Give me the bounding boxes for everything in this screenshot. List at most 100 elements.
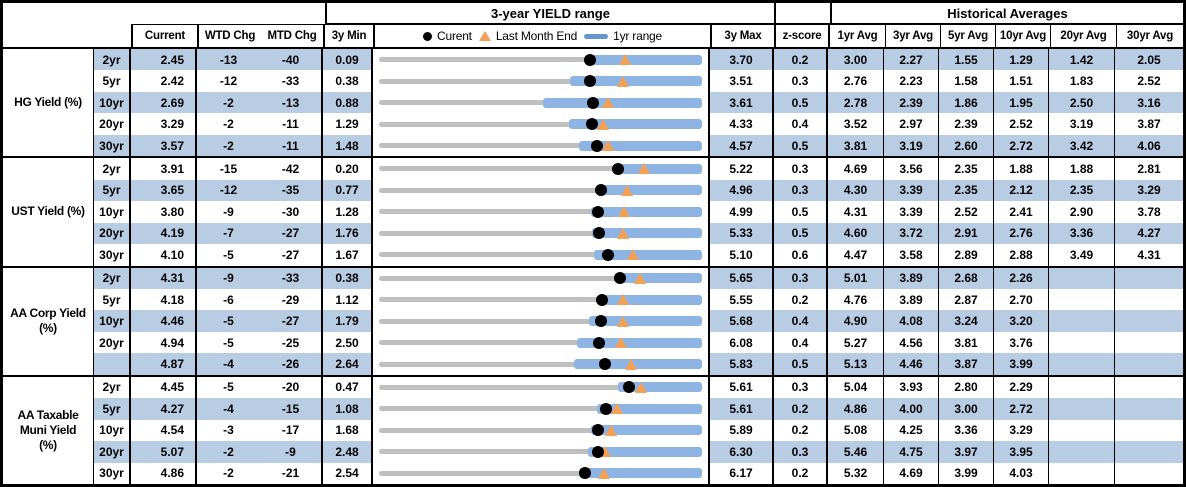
cell-range-chart [373,353,710,375]
table-row: 5yr 2.42 -12 -33 0.38 3.51 0.3 2.76 2.23 1.58 1.51… [94,70,1183,92]
table-row: 2yr 2.45 -13 -40 0.09 3.70 0.2 3.00 2.27 1.55 1.29… [94,49,1183,71]
three-year-range-track [379,209,702,215]
cell-avg-4 [1049,288,1115,311]
range-plot [379,180,702,201]
legend-current-label: Curent [437,29,472,43]
cell-3y-max: 4.57 [710,134,774,157]
legend-last-month-end-label: Last Month End [495,29,578,43]
cell-range-chart [373,113,710,135]
cell-avg-1: 3.39 [884,201,939,223]
cell-3y-min: 1.68 [323,419,373,442]
cell-3y-min: 0.09 [323,49,373,71]
band-historical-averages: Historical Averages [830,3,1183,24]
last-month-end-marker [616,315,629,327]
last-month-end-marker [626,249,639,261]
three-year-range-track [379,100,702,106]
cell-avg-2: 2.68 [939,267,994,289]
cell-range-chart [373,331,710,354]
cell-z-score: 0.5 [774,91,828,114]
current-dot-marker [592,205,605,218]
cell-wtd-chg: -4 [197,398,260,420]
cell-avg-4 [1049,310,1115,332]
last-month-end-marker [599,446,612,458]
cell-avg-3: 2.70 [994,288,1049,311]
last-month-end-marker [638,163,651,175]
cell-mtd-chg: -27 [260,222,323,245]
range-plot [379,268,702,289]
cell-wtd-chg: -9 [223,204,234,219]
range-plot [379,244,702,265]
cell-avg-5 [1115,289,1183,310]
cell-mtd-chg: -15 [260,398,323,420]
range-plot [379,92,702,113]
cell-current: 3.80 [131,201,197,223]
cell-3y-min: 0.47 [323,376,373,399]
col-header-20yr-avg: 20yr Avg [1051,24,1117,47]
cell-tenor: 5yr [94,288,131,311]
cell-3y-max: 5.89 [710,419,774,442]
cell-avg-2: 2.52 [939,201,994,223]
cell-range-chart [373,267,710,289]
cell-avg-1: 4.75 [884,441,939,463]
one-year-range-bar [579,468,702,479]
three-year-range-track [379,470,702,476]
current-dot-marker [591,139,604,152]
cell-avg-2: 2.87 [939,288,994,311]
cell-z-score: 0.5 [774,222,828,245]
cell-3y-max: 3.61 [710,91,774,114]
cell-avg-5: 4.31 [1137,247,1161,262]
table-row: 4.87 -4 -26 2.64 5.83 0.5 5.13 4.46 3.87 3.99 [94,353,1183,375]
cell-mtd-chg: -29 [260,288,323,311]
group-label-line: Muni Yield [19,422,77,437]
cell-z-score: 0.2 [774,419,828,442]
cell-current: 2.42 [131,70,197,92]
cell-3y-min: 2.54 [323,462,373,485]
cell-3y-max: 5.61 [710,398,774,420]
one-year-range-line-icon [584,33,609,39]
three-year-range-track [379,252,702,258]
group-label-line: (%) [39,321,57,336]
cell-avg-4 [1049,331,1115,354]
cell-avg-0: 5.46 [828,441,884,463]
range-plot [379,310,702,331]
cell-3y-max: 4.33 [710,113,774,135]
last-month-end-marker [610,403,623,415]
table-row: 20yr 4.94 -5 -25 2.50 6.08 0.4 5.27 4.56 3.81 3.76 [94,331,1183,354]
cell-range-chart [373,376,710,399]
cell-tenor: 10yr [94,91,131,114]
range-plot [379,158,702,179]
cell-range-chart [373,134,710,157]
one-year-range-bar [590,206,702,217]
cell-mtd-chg: -33 [260,267,323,289]
cell-mtd-chg: -20 [260,376,323,399]
cell-avg-2: 3.99 [939,462,994,485]
cell-range-chart [373,310,710,332]
cell-current: 2.45 [131,49,197,71]
cell-range-chart [373,441,710,463]
cell-avg-0: 5.01 [828,267,884,289]
cell-z-score: 0.3 [774,267,828,289]
last-month-end-marker [616,227,629,239]
cell-3y-max: 3.51 [710,70,774,92]
cell-avg-1: 4.25 [884,419,939,442]
group-label: AA Taxable Muni Yield (%) [3,376,94,484]
cell-wtd-chg: -6 [223,292,234,307]
table-row: 2yr 4.45 -5 -20 0.47 5.61 0.3 5.04 3.93 2.80 2.29 [94,376,1183,399]
column-header-row: Current WTD Chg MTD Chg 3y Min Curent La… [3,24,1183,49]
yield-group: AA Taxable Muni Yield (%) 2yr 4.45 -5 -20 0.47 5… [3,374,1183,485]
one-year-range-bar [618,382,702,393]
current-dot-marker [591,445,604,458]
cell-avg-2: 2.91 [939,222,994,245]
three-year-range-track [379,340,702,346]
cell-tenor: 20yr [94,331,131,354]
cell-mtd-chg: -33 [260,70,323,92]
table-row: 20yr 5.07 -2 -9 2.48 6.30 0.3 5.46 4.75 3.97 3.95 [94,441,1183,463]
cell-avg-5: 2.05 [1115,49,1183,71]
cell-wtd-chg: -3 [223,423,234,438]
cell-avg-0: 2.78 [828,91,884,114]
yield-group: AA Corp Yield (%) 2yr 4.31 -9 -33 0.38 5.65 0.3 5… [3,265,1183,375]
cell-avg-2: 3.24 [939,310,994,332]
cell-mtd-chg: -35 [260,179,323,202]
col-header-1yr-avg: 1yr Avg [830,24,886,47]
cell-avg-2: 1.55 [939,49,994,71]
